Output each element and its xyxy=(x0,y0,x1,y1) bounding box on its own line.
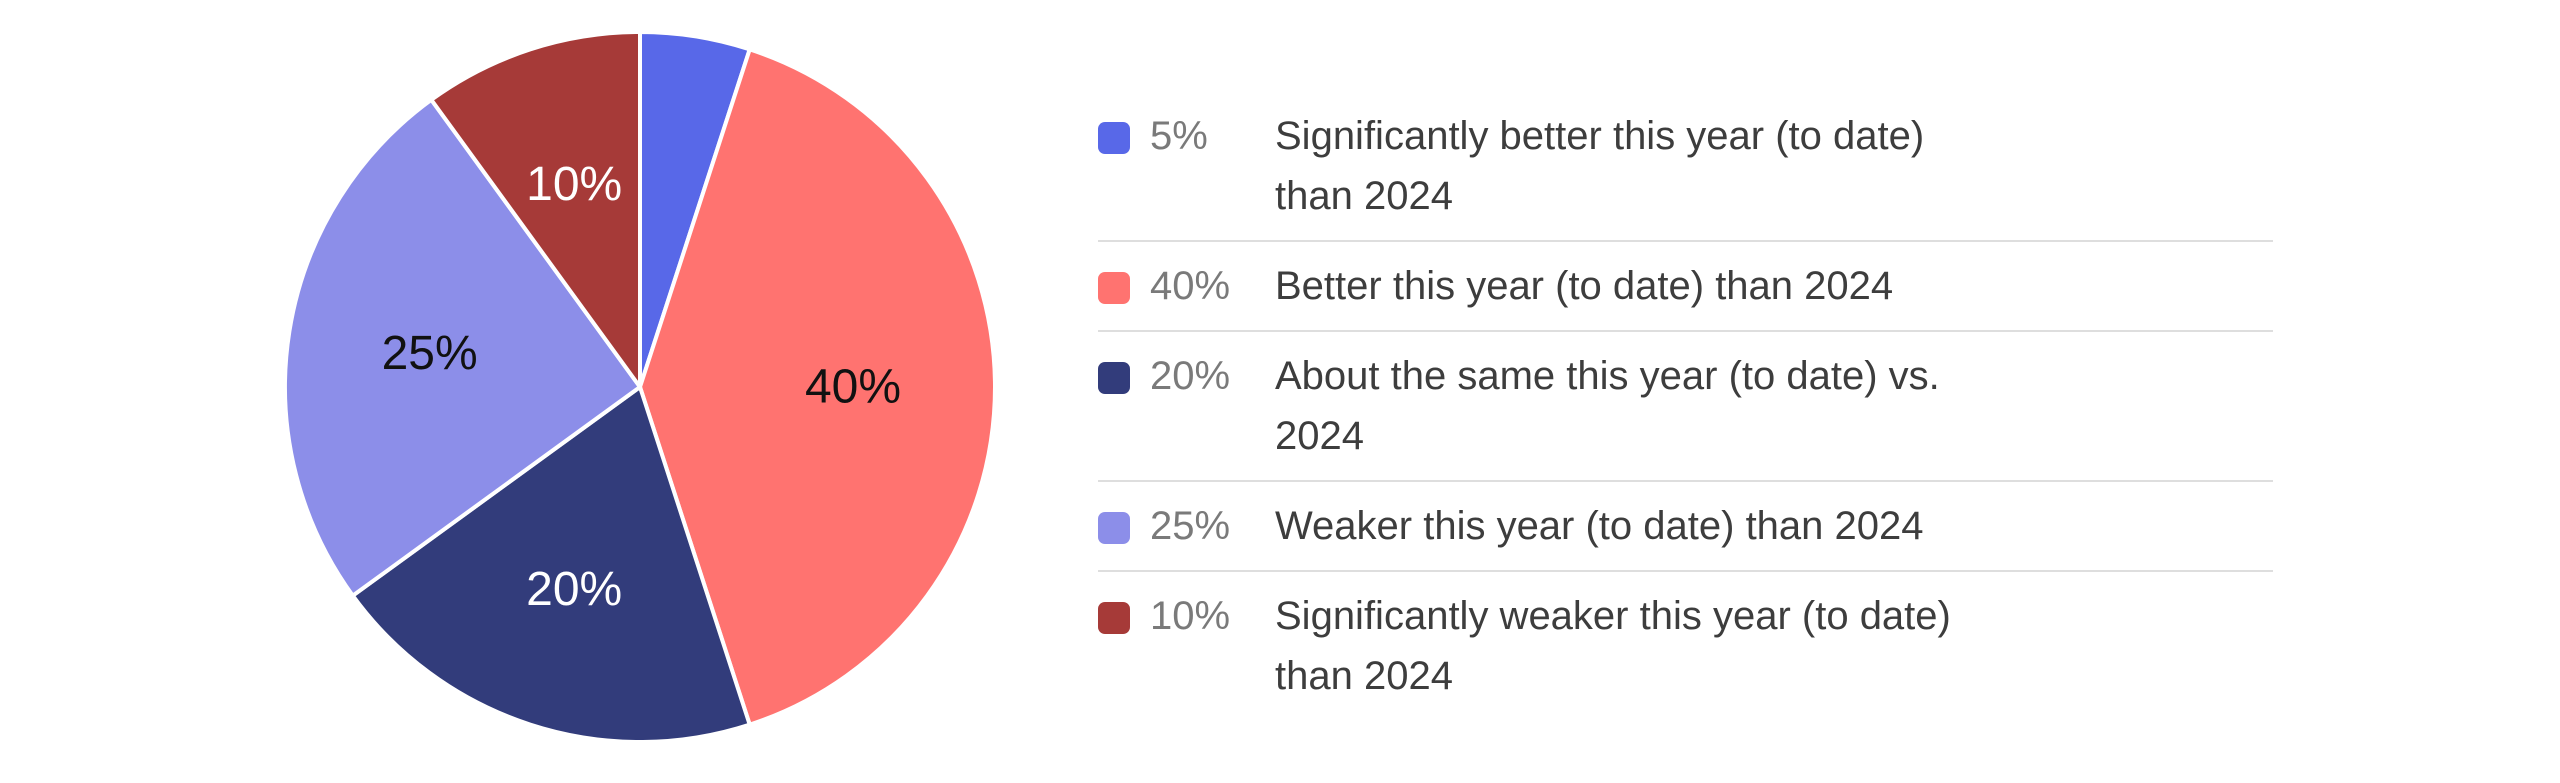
legend-label: Significantly weaker this year (to date)… xyxy=(1275,594,1951,698)
legend: 5% Significantly better this year (to da… xyxy=(1098,92,2273,720)
slice-label: 25% xyxy=(382,327,478,380)
pie-slice xyxy=(283,97,642,598)
slice-label: 20% xyxy=(526,563,622,616)
legend-swatch xyxy=(1098,272,1130,304)
legend-percent: 40% xyxy=(1150,264,1231,308)
legend-percent: 5% xyxy=(1150,114,1208,158)
pie-slice xyxy=(638,47,997,727)
legend-percent: 25% xyxy=(1150,504,1231,548)
pie-slice xyxy=(429,30,642,389)
slice-label: 40% xyxy=(805,361,901,414)
pie-chart: 40% 20% 25% 10% xyxy=(283,30,997,744)
pie-slice xyxy=(350,385,752,744)
legend-item: 40% Better this year (to date) than 2024 xyxy=(1098,242,2273,332)
legend-label: Significantly better this year (to date)… xyxy=(1275,114,1925,218)
legend-item: 5% Significantly better this year (to da… xyxy=(1098,92,2273,242)
legend-label: Better this year (to date) than 2024 xyxy=(1275,264,1894,308)
legend-swatch xyxy=(1098,512,1130,544)
legend-swatch xyxy=(1098,122,1130,154)
legend-item: 25% Weaker this year (to date) than 2024 xyxy=(1098,482,2273,572)
legend-label: Weaker this year (to date) than 2024 xyxy=(1275,504,1924,548)
legend-item: 10% Significantly weaker this year (to d… xyxy=(1098,572,2273,720)
legend-label: About the same this year (to date) vs. 2… xyxy=(1275,354,1940,458)
slice-label: 10% xyxy=(526,158,622,211)
pie-chart-area: 40% 20% 25% 10% xyxy=(0,0,1040,778)
legend-item: 20% About the same this year (to date) v… xyxy=(1098,332,2273,482)
legend-swatch xyxy=(1098,602,1130,634)
legend-percent: 20% xyxy=(1150,354,1231,398)
legend-swatch xyxy=(1098,362,1130,394)
legend-percent: 10% xyxy=(1150,594,1231,638)
